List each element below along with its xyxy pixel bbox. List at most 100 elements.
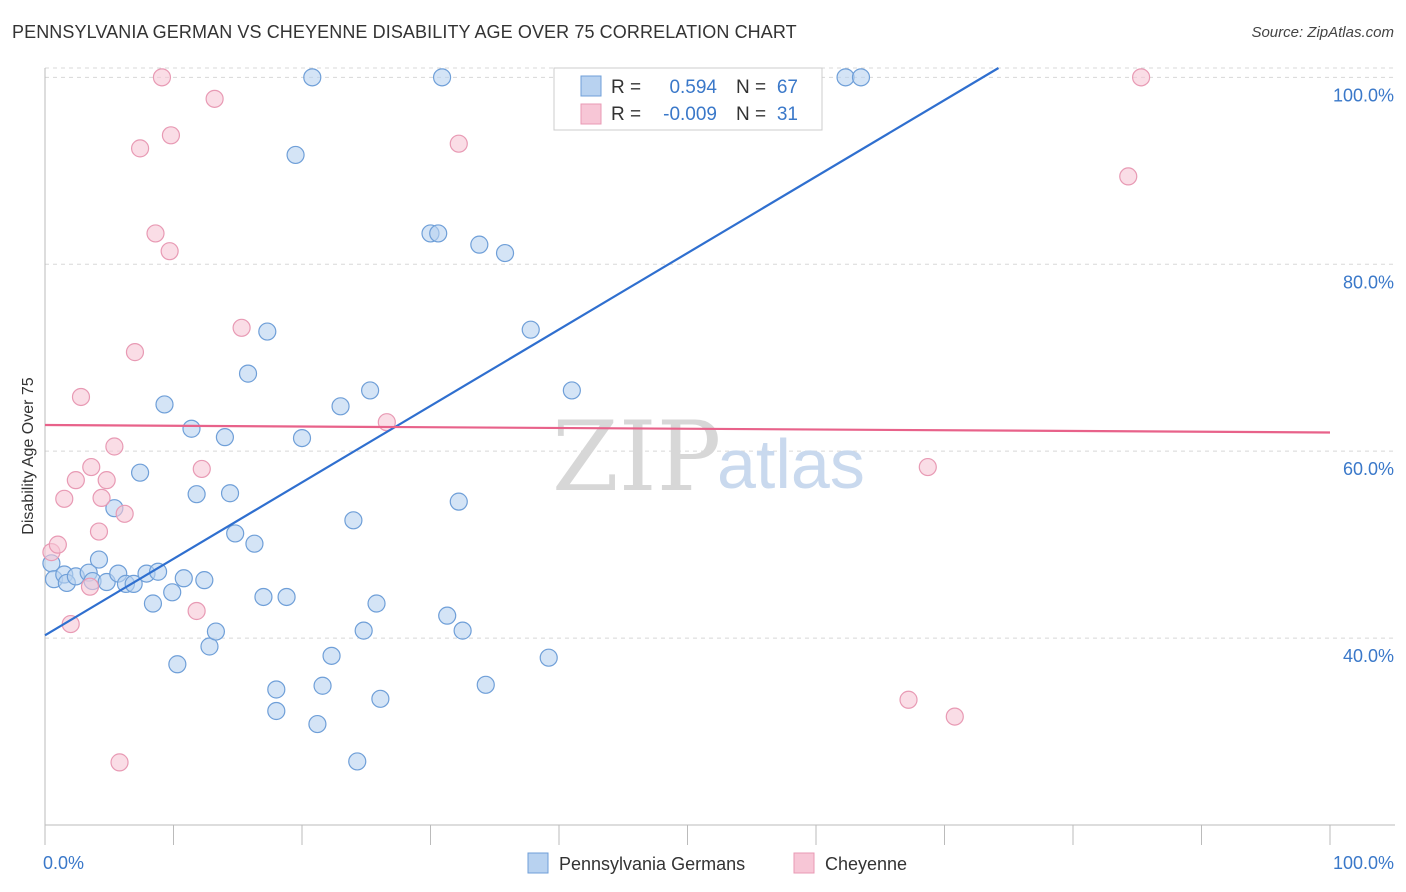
point-cheyenne-19	[161, 126, 181, 145]
point-pennsylvania-germans-31	[254, 587, 273, 607]
point-cheyenne-2	[55, 489, 74, 508]
point-cheyenne-18	[160, 242, 179, 261]
legend-r-label-1: R =	[611, 77, 641, 98]
point-pennsylvania-germans-65	[836, 68, 855, 87]
point-cheyenne-14	[125, 343, 145, 362]
point-cheyenne-25	[449, 134, 468, 153]
legend-n-label-2: N =	[736, 104, 766, 125]
y-tick-label-0: 40.0%	[1343, 646, 1394, 666]
point-cheyenne-6	[80, 577, 100, 596]
point-cheyenne-27	[918, 457, 937, 477]
point-cheyenne-8	[89, 522, 109, 541]
point-cheyenne-16	[146, 224, 165, 243]
point-pennsylvania-germans-26	[215, 428, 234, 447]
point-pennsylvania-germans-19	[168, 655, 187, 674]
point-cheyenne-26	[899, 690, 918, 709]
trend-line-cheyenne	[44, 423, 1331, 434]
point-pennsylvania-germans-55	[470, 235, 489, 254]
point-pennsylvania-germans-34	[267, 701, 286, 721]
axes	[44, 68, 1395, 845]
point-cheyenne-21	[192, 459, 211, 479]
point-cheyenne-5	[71, 387, 91, 407]
point-pennsylvania-germans-7	[89, 550, 109, 569]
point-pennsylvania-germans-21	[182, 419, 201, 438]
point-pennsylvania-germans-58	[521, 320, 540, 339]
point-cheyenne-28	[945, 707, 964, 726]
legend-n-value-1: 67	[777, 77, 798, 98]
bottom-legend: Pennsylvania Germans Cheyenne	[527, 852, 907, 874]
point-pennsylvania-germans-59	[539, 648, 558, 667]
point-pennsylvania-germans-23	[195, 571, 214, 590]
watermark-zip: ZIP	[552, 401, 721, 513]
y-axis-label: Disability Age Over 75	[20, 377, 37, 535]
trend-line-pennsylvania-germans	[44, 67, 1000, 637]
point-pennsylvania-germans-41	[322, 646, 341, 665]
y-tick-label-1: 60.0%	[1343, 459, 1394, 479]
point-pennsylvania-germans-66	[851, 68, 871, 87]
legend-r-value-2: -0.009	[663, 104, 717, 125]
point-cheyenne-9	[92, 488, 111, 508]
legend-r-label-2: R =	[611, 104, 641, 125]
point-cheyenne-12	[110, 753, 129, 772]
point-pennsylvania-germans-30	[245, 534, 264, 553]
point-pennsylvania-germans-27	[220, 484, 240, 503]
point-pennsylvania-germans-13	[130, 463, 150, 482]
point-pennsylvania-germans-56	[476, 675, 495, 694]
point-pennsylvania-germans-25	[206, 622, 226, 641]
point-cheyenne-1	[48, 535, 67, 554]
point-pennsylvania-germans-53	[449, 492, 468, 511]
legend-r-value-1: 0.594	[669, 77, 717, 98]
point-pennsylvania-germans-46	[361, 381, 380, 400]
bottom-legend-label-2: Cheyenne	[825, 854, 907, 874]
point-pennsylvania-germans-51	[432, 68, 452, 87]
point-pennsylvania-germans-29	[238, 364, 258, 383]
y-tick-label-3: 100.0%	[1333, 85, 1394, 105]
point-pennsylvania-germans-57	[495, 243, 515, 263]
point-cheyenne-29	[1119, 167, 1138, 186]
point-pennsylvania-germans-36	[286, 145, 305, 165]
point-cheyenne-15	[130, 139, 150, 158]
point-pennsylvania-germans-40	[313, 676, 332, 695]
point-pennsylvania-germans-60	[562, 381, 581, 400]
point-pennsylvania-germans-47	[367, 594, 386, 613]
point-cheyenne-10	[97, 471, 116, 490]
point-pennsylvania-germans-32	[258, 322, 277, 341]
x-tick-label-0: 0.0%	[43, 853, 84, 873]
legend-pink-swatch	[580, 103, 602, 125]
point-pennsylvania-germans-42	[331, 397, 350, 416]
point-pennsylvania-germans-20	[174, 569, 193, 588]
point-cheyenne-13	[115, 504, 134, 523]
point-pennsylvania-germans-18	[163, 583, 182, 602]
point-pennsylvania-germans-15	[143, 594, 163, 613]
chart-title: PENNSYLVANIA GERMAN VS CHEYENNE DISABILI…	[12, 22, 797, 42]
point-cheyenne-22	[205, 89, 224, 108]
point-pennsylvania-germans-43	[344, 511, 363, 530]
point-cheyenne-20	[187, 601, 206, 621]
legend-n-label-1: N =	[736, 77, 766, 98]
grid-lines	[45, 67, 1395, 639]
bottom-legend-pink-swatch	[793, 852, 815, 874]
point-pennsylvania-germans-28	[226, 524, 245, 543]
point-cheyenne-30	[1132, 68, 1151, 87]
point-pennsylvania-germans-16	[148, 562, 168, 581]
legend-box: R = 0.594 N = 67 R = -0.009 N = 31	[553, 67, 823, 131]
y-tick-label-2: 80.0%	[1343, 272, 1394, 292]
point-pennsylvania-germans-50	[429, 224, 448, 243]
point-pennsylvania-germans-54	[453, 621, 472, 640]
point-pennsylvania-germans-17	[155, 395, 174, 414]
point-cheyenne-23	[232, 318, 251, 337]
point-cheyenne-4	[66, 471, 85, 490]
point-pennsylvania-germans-22	[187, 485, 206, 504]
point-cheyenne-11	[105, 437, 124, 456]
point-pennsylvania-germans-24	[200, 637, 219, 656]
point-pennsylvania-germans-38	[303, 68, 322, 87]
x-tick-label-1: 100.0%	[1333, 853, 1394, 873]
tick-labels: 40.0% 60.0% 80.0% 100.0% 0.0% 100.0%	[43, 85, 1394, 873]
point-pennsylvania-germans-48	[371, 689, 390, 708]
point-pennsylvania-germans-52	[438, 606, 457, 625]
source-label: Source: ZipAtlas.com	[1251, 24, 1394, 41]
point-pennsylvania-germans-39	[308, 714, 327, 734]
bottom-legend-label-1: Pennsylvania Germans	[559, 854, 745, 874]
point-cheyenne-7	[82, 457, 101, 477]
